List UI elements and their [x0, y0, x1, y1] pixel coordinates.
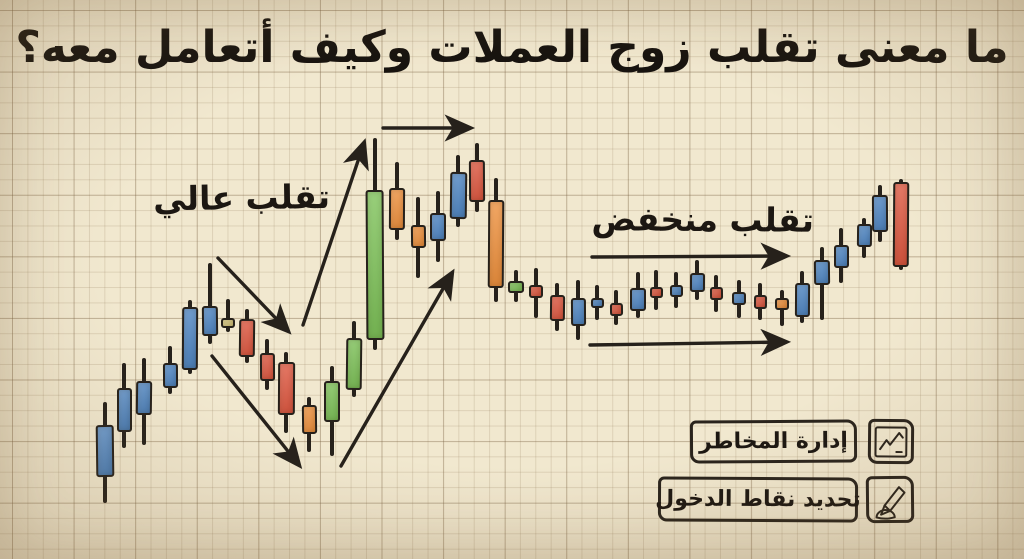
trend-arrow — [588, 328, 792, 356]
trend-arrow — [339, 268, 455, 468]
page-title: ما معنى تقلب زوج العملات وكيف أتعامل معه… — [15, 22, 1009, 73]
candle-body-blue — [430, 213, 446, 241]
candle-body-olive — [221, 318, 235, 328]
trend-arrow — [210, 354, 303, 469]
candle-body-blue — [732, 292, 746, 305]
candle-body-green — [324, 381, 340, 422]
pencil-icon — [865, 475, 915, 524]
risk-management-label: إدارة المخاطر — [699, 428, 848, 455]
candle-body-blue — [116, 388, 132, 432]
entry-points-box: تحديد نقاط الدخول — [655, 476, 861, 523]
candle-wick — [208, 263, 212, 344]
candle-body-blue — [833, 245, 849, 268]
line-chart-icon — [867, 418, 915, 465]
trend-arrow — [301, 138, 369, 327]
risk-management-box: إدارة المخاطر — [689, 419, 858, 464]
candle-wick — [226, 299, 230, 332]
trend-arrow — [216, 256, 292, 335]
candle-body-blue — [630, 288, 646, 311]
entry-points-label: تحديد نقاط الدخول — [655, 486, 861, 513]
candle-body-red — [529, 285, 543, 298]
trend-arrow — [590, 242, 792, 270]
